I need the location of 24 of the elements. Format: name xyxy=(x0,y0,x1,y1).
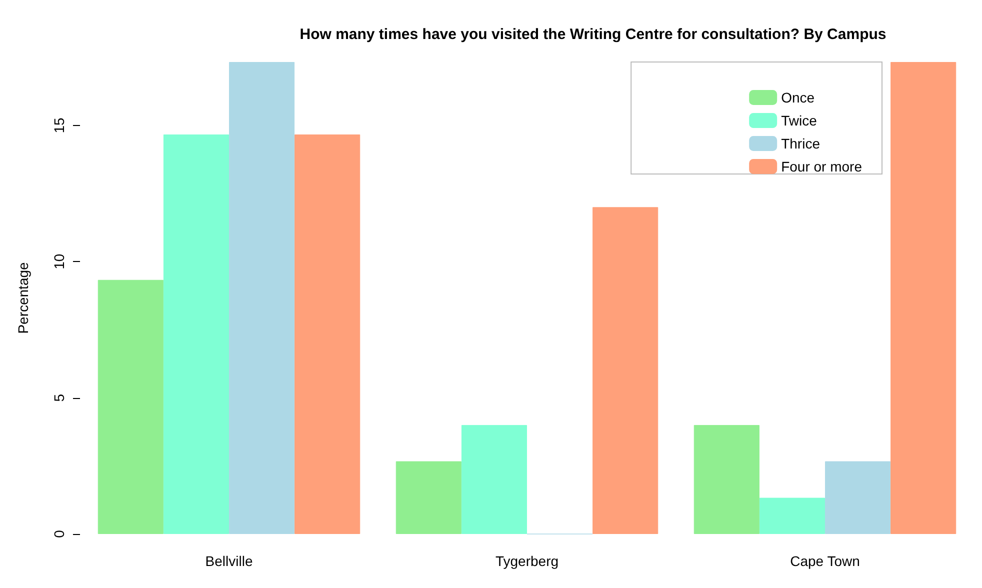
bar xyxy=(694,425,760,534)
y-tick-label: 15 xyxy=(51,117,67,134)
bar xyxy=(98,280,164,534)
bar xyxy=(396,461,462,534)
y-axis-title: Percentage xyxy=(15,262,31,334)
chart-title: How many times have you visited the Writing Centre for consultation? By Campus xyxy=(300,26,886,43)
y-tick-label: 0 xyxy=(51,530,67,538)
legend-label: Four or more xyxy=(781,158,862,174)
bar xyxy=(759,498,825,534)
legend-label: Twice xyxy=(781,112,818,128)
legend-label: Once xyxy=(781,90,815,106)
x-tick-label: Cape Town xyxy=(790,553,860,569)
bar xyxy=(163,134,229,534)
y-tick-label: 5 xyxy=(51,394,67,402)
y-tick-label: 10 xyxy=(51,254,67,270)
legend-label: Thrice xyxy=(781,136,820,152)
x-tick-label: Tygerberg xyxy=(495,553,559,569)
bar xyxy=(890,62,956,534)
bar xyxy=(592,207,658,534)
bar xyxy=(294,134,360,534)
bar xyxy=(825,461,891,534)
bar xyxy=(229,62,295,534)
x-tick-label: Bellville xyxy=(205,553,253,569)
bar xyxy=(461,425,527,534)
